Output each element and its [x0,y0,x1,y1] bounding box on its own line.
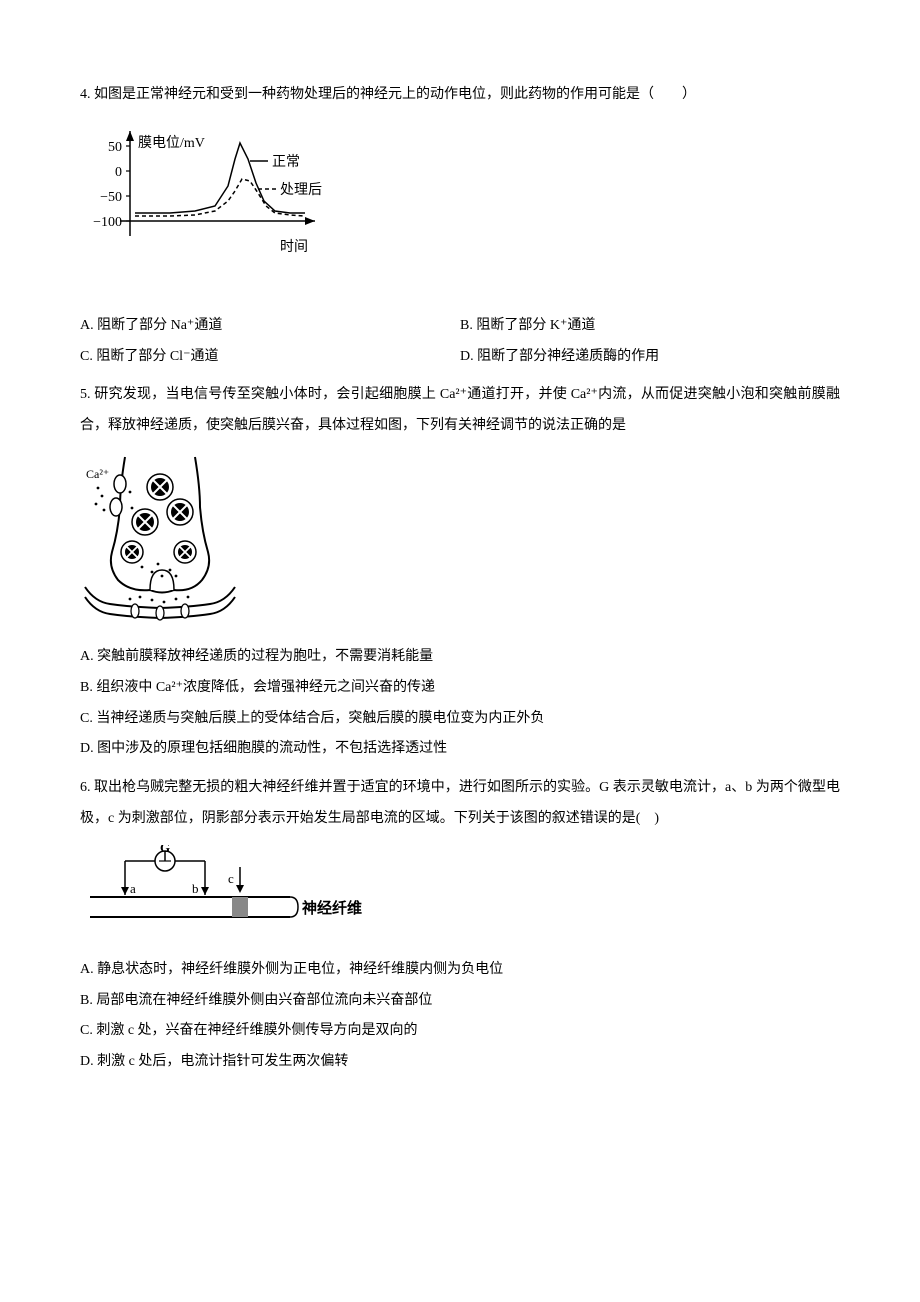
q5-optC: C. 当神经递质与突触后膜上的受体结合后，突触后膜的膜电位变为内正外负 [80,704,840,735]
label-c: c [228,871,234,886]
q4-options-row2: C. 阻断了部分 Cl⁻通道 D. 阻断了部分神经递质酶的作用 [80,342,840,373]
q4-stem: 4. 如图是正常神经元和受到一种药物处理后的神经元上的动作电位，则此药物的作用可… [80,80,840,111]
q6-optC: C. 刺激 c 处，兴奋在神经纤维膜外侧传导方向是双向的 [80,1016,840,1047]
q4-chart: 50 0 −50 −100 膜电位/mV 时间 正常 处理后 [80,121,840,281]
ytick-1: 0 [115,165,122,180]
ytick-2: −50 [100,190,122,205]
fusing-vesicle [150,570,174,590]
series-normal [135,143,305,213]
question-6: 6. 取出枪乌贼完整无损的粗大神经纤维并置于适宜的环境中，进行如图所示的实验。G… [80,773,840,1078]
ca-channel [114,475,126,493]
action-potential-chart: 50 0 −50 −100 膜电位/mV 时间 正常 处理后 [80,121,340,281]
q6-optD: D. 刺激 c 处后，电流计指针可发生两次偏转 [80,1047,840,1078]
postsynaptic-membrane [85,587,235,608]
nerve-fiber-diagram: G a b c 神经纤维 [80,845,370,935]
label-a: a [130,881,136,896]
electrode-b [201,887,209,895]
q6-optB: B. 局部电流在神经纤维膜外侧由兴奋部位流向未兴奋部位 [80,986,840,1017]
legend-treated: 处理后 [280,182,322,198]
brace-icon [290,897,298,917]
q4-optA: A. 阻断了部分 Na⁺通道 [80,311,460,342]
legend-normal: 正常 [272,154,300,170]
vesicle [147,474,173,500]
q6-stem: 6. 取出枪乌贼完整无损的粗大神经纤维并置于适宜的环境中，进行如图所示的实验。G… [80,773,840,835]
q5-optD: D. 图中涉及的原理包括细胞膜的流动性，不包括选择透过性 [80,734,840,765]
q5-diagram: Ca²⁺ [80,452,840,622]
local-current-region [232,897,248,917]
vesicle [132,509,158,535]
vesicle [167,499,193,525]
question-5: 5. 研究发现，当电信号传至突触小体时，会引起细胞膜上 Ca²⁺通道打开，并使 … [80,380,840,765]
label-G: G [160,845,170,855]
stimulus-arrow [236,885,244,893]
q4-options-row1: A. 阻断了部分 Na⁺通道 B. 阻断了部分 K⁺通道 [80,311,840,342]
electrode-a [121,887,129,895]
q5-stem: 5. 研究发现，当电信号传至突触小体时，会引起细胞膜上 Ca²⁺通道打开，并使 … [80,380,840,442]
q4-optD: D. 阻断了部分神经递质酶的作用 [460,342,840,373]
ca-label: Ca²⁺ [86,467,109,481]
q5-optA: A. 突触前膜释放神经递质的过程为胞吐，不需要消耗能量 [80,642,840,673]
q6-diagram: G a b c 神经纤维 [80,845,840,935]
ytick-3: −100 [93,215,122,230]
label-b: b [192,881,199,896]
q6-optA: A. 静息状态时，神经纤维膜外侧为正电位，神经纤维膜内侧为负电位 [80,955,840,986]
ca-channel [110,498,122,516]
vesicle [121,541,143,563]
q4-optC: C. 阻断了部分 Cl⁻通道 [80,342,460,373]
xlabel: 时间 [280,239,308,255]
synapse-diagram: Ca²⁺ [80,452,240,622]
question-4: 4. 如图是正常神经元和受到一种药物处理后的神经元上的动作电位，则此药物的作用可… [80,80,840,372]
q5-optB: B. 组织液中 Ca²⁺浓度降低，会增强神经元之间兴奋的传递 [80,673,840,704]
q4-optB: B. 阻断了部分 K⁺通道 [460,311,840,342]
ytick-0: 50 [108,140,122,155]
receptor [156,606,164,620]
receptor [131,604,139,618]
ylabel: 膜电位/mV [138,135,205,151]
label-nerve: 神经纤维 [302,899,362,917]
receptor [181,604,189,618]
vesicle [174,541,196,563]
